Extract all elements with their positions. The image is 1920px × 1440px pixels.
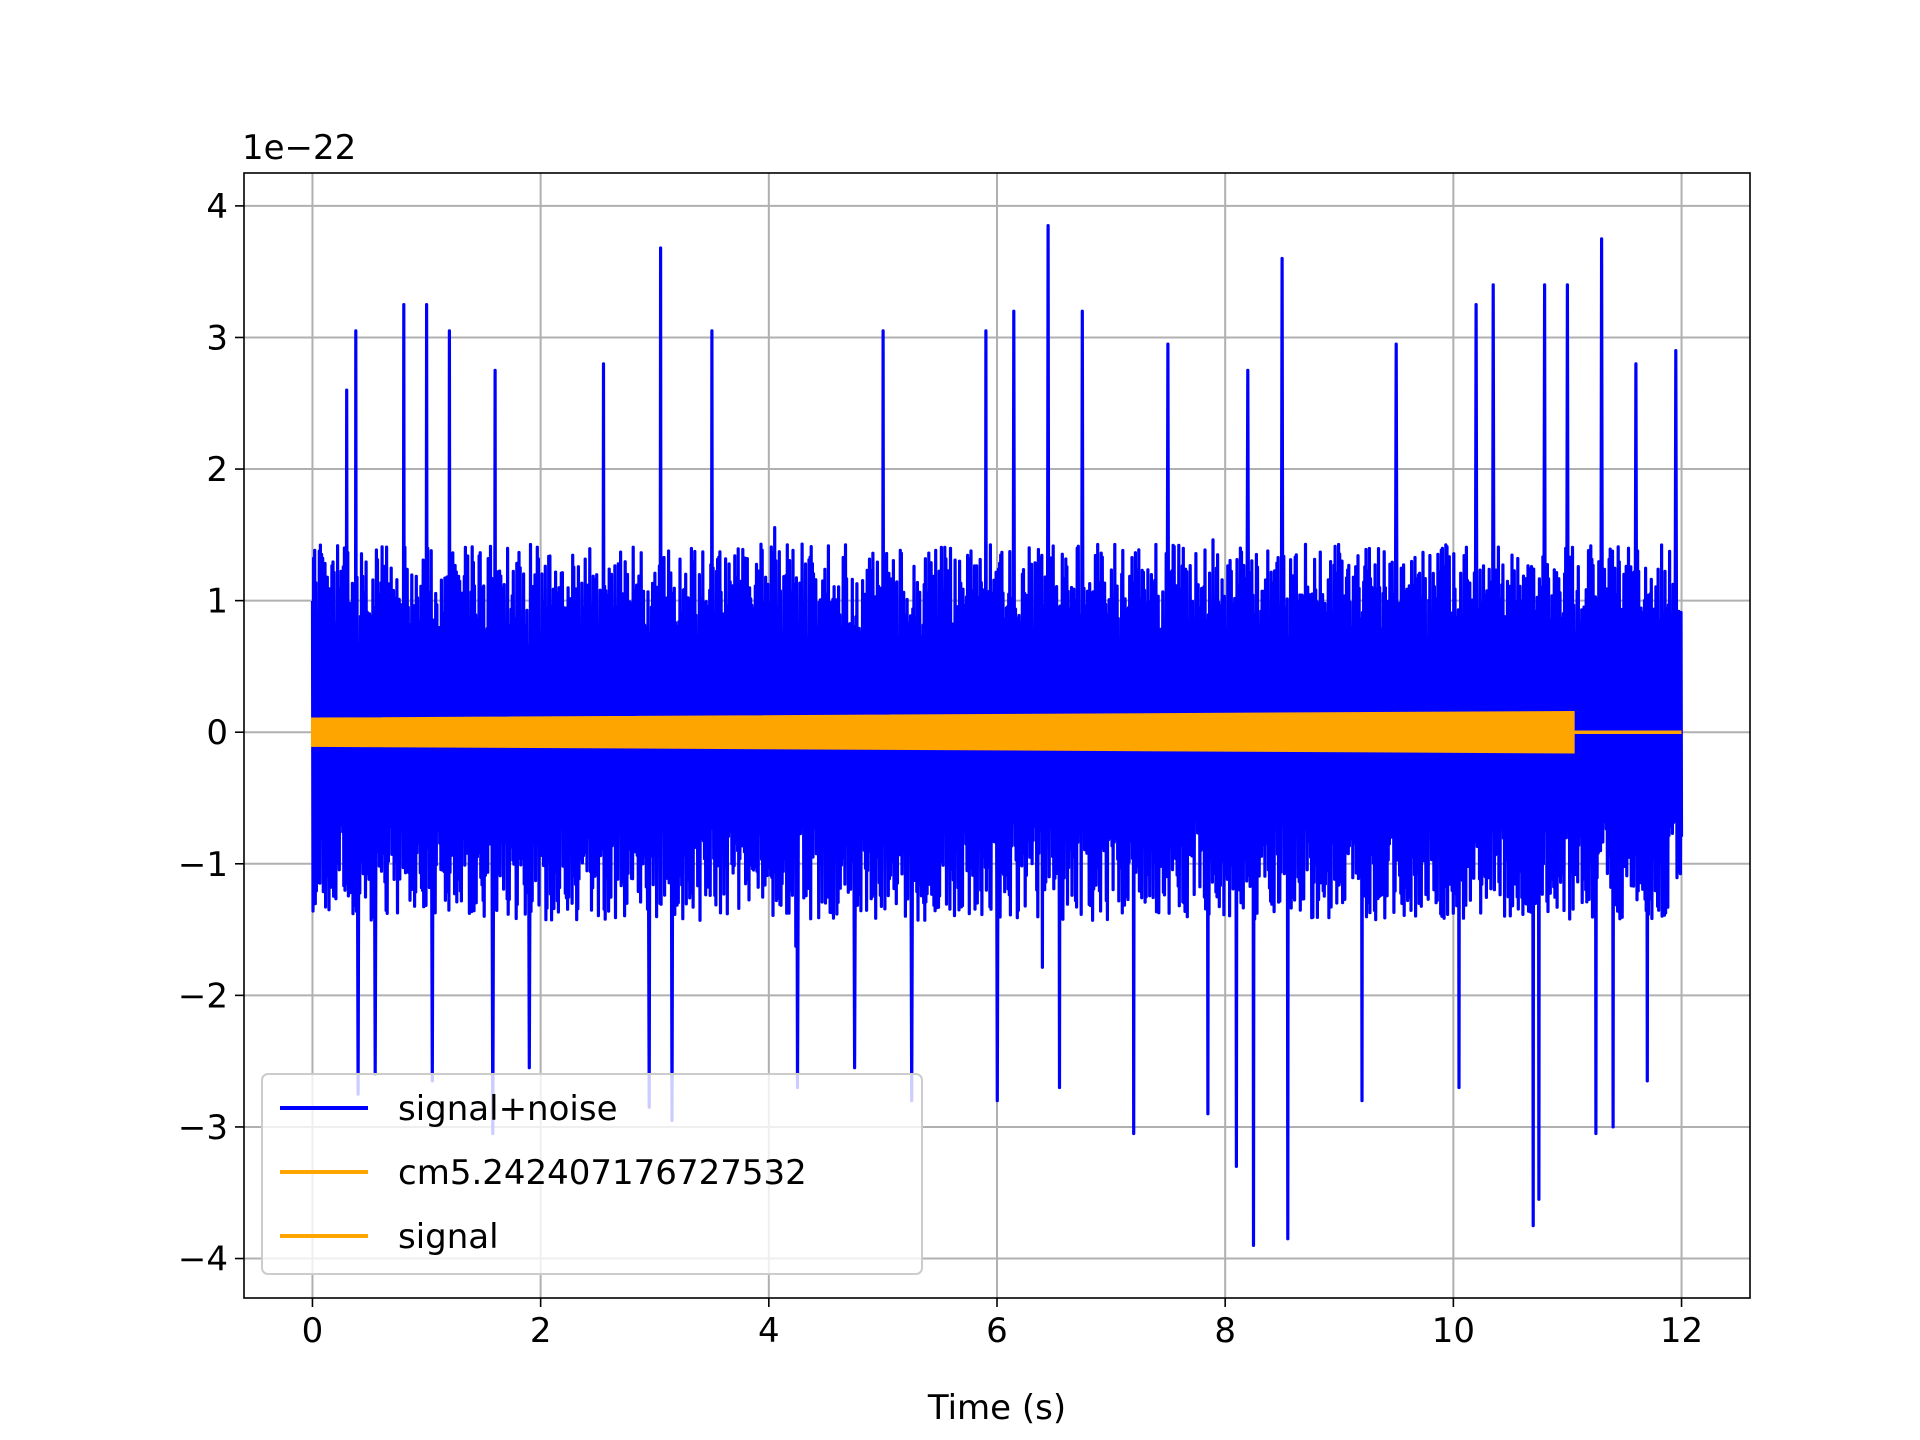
- x-tick-label: 4: [758, 1311, 780, 1351]
- y-tick-label: 2: [206, 450, 228, 490]
- series-signal-noise-line: [310, 224, 1684, 1247]
- x-tick-label: 6: [986, 1311, 1008, 1351]
- x-axis: 0 2 4 6 8 10 12: [302, 1298, 1703, 1351]
- legend-label: signal+noise: [398, 1089, 618, 1129]
- y-tick-label: −1: [178, 845, 228, 885]
- plot-series: [310, 224, 1684, 1247]
- legend: signal+noise cm5.242407176727532 signal: [261, 1073, 923, 1275]
- x-axis-label: Time (s): [927, 1388, 1066, 1428]
- y-tick-label: 1: [206, 582, 228, 622]
- y-axis: −4 −3 −2 −1 0 1 2 3 4: [178, 187, 244, 1280]
- y-tick-label: 3: [206, 318, 228, 358]
- series-signal-band: [310, 710, 1575, 754]
- x-tick-label: 8: [1214, 1311, 1236, 1351]
- legend-label: cm5.242407176727532: [398, 1153, 807, 1193]
- y-tick-label: −2: [178, 976, 228, 1016]
- y-tick-label: −3: [178, 1108, 228, 1148]
- x-tick-label: 2: [530, 1311, 552, 1351]
- y-offset-label: 1e−22: [242, 128, 356, 168]
- legend-box: [261, 1073, 923, 1275]
- y-tick-label: −4: [178, 1240, 228, 1280]
- x-tick-label: 12: [1660, 1311, 1703, 1351]
- legend-label: signal: [398, 1217, 499, 1257]
- y-tick-label: 0: [206, 713, 228, 753]
- x-tick-label: 0: [302, 1311, 324, 1351]
- x-tick-label: 10: [1432, 1311, 1475, 1351]
- y-tick-label: 4: [206, 187, 228, 227]
